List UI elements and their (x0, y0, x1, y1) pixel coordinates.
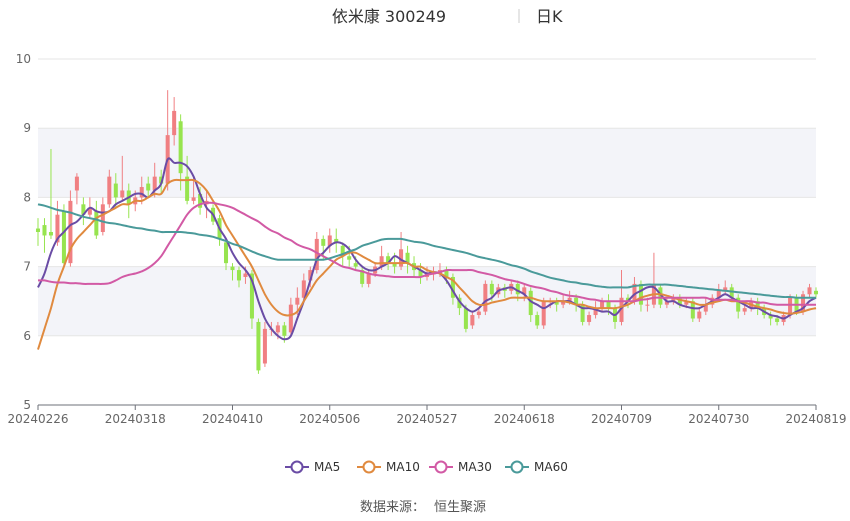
y-tick-label: 7 (23, 260, 31, 274)
y-tick-label: 10 (16, 52, 31, 66)
y-tick-label: 5 (23, 398, 31, 412)
candle (301, 273, 306, 302)
candle (470, 311, 475, 329)
candle (587, 311, 592, 326)
legend-item-ma30[interactable]: MA30 (429, 460, 492, 474)
legend-item-ma5[interactable]: MA5 (285, 460, 340, 474)
x-tick-label: 20240819 (785, 412, 846, 426)
y-tick-label: 6 (23, 329, 31, 343)
legend-label: MA10 (386, 460, 420, 474)
candle (658, 283, 663, 309)
candle (74, 173, 79, 205)
series-line-ma5 (37, 157, 817, 341)
y-tick-label: 8 (23, 190, 31, 204)
candle (535, 311, 540, 329)
candle (288, 297, 293, 336)
candle (619, 270, 624, 326)
source-provider: 恒生聚源 (434, 500, 486, 515)
candle (703, 297, 708, 316)
candle (697, 308, 702, 322)
series-line-ma60 (37, 203, 816, 299)
candle (107, 169, 112, 208)
candle (632, 276, 637, 305)
candle (230, 263, 235, 281)
x-tick-label: 20240709 (591, 412, 652, 426)
candle (68, 190, 73, 267)
candle (262, 321, 267, 367)
candle (48, 148, 53, 239)
candle (61, 204, 66, 267)
candle (723, 280, 728, 295)
candle (35, 218, 41, 246)
x-tick-label: 20240318 (105, 412, 166, 426)
candle (120, 155, 125, 201)
candle (224, 238, 229, 271)
candle (81, 197, 86, 226)
legend-label: MA30 (458, 460, 492, 474)
x-tick-label: 20240730 (688, 412, 749, 426)
candle (178, 114, 183, 191)
candle (541, 297, 546, 329)
x-tick-label: 20240527 (396, 412, 457, 426)
series-line-ma30 (37, 201, 816, 306)
legend-label: MA60 (534, 460, 568, 474)
candle (399, 232, 404, 271)
chart-period: 日K (536, 7, 563, 26)
y-axis: 5 6 7 8 9 10 (16, 52, 31, 412)
candle (386, 252, 391, 271)
candle (42, 218, 47, 253)
legend-item-ma10[interactable]: MA10 (357, 460, 420, 474)
candle (113, 173, 118, 208)
candle (256, 318, 261, 374)
x-tick-label: 20240506 (299, 412, 360, 426)
legend: MA5 MA10 MA30 MA60 (285, 460, 568, 474)
legend-label: MA5 (314, 460, 340, 474)
candle (742, 304, 747, 316)
candle (664, 297, 669, 309)
series-line-ma10 (37, 178, 817, 350)
candle (360, 266, 365, 288)
source-label: 数据来源： (360, 500, 425, 515)
x-tick-label: 20240410 (202, 412, 263, 426)
candle (139, 176, 144, 205)
x-tick-label: 20240618 (494, 412, 555, 426)
candle (172, 97, 177, 146)
candle (768, 311, 773, 326)
legend-item-ma60[interactable]: MA60 (505, 460, 568, 474)
candle (327, 228, 332, 253)
moving-average-lines (37, 157, 817, 350)
candle (146, 176, 151, 198)
candle (100, 197, 105, 236)
candle (671, 294, 676, 305)
candle (476, 308, 481, 319)
candle (528, 287, 533, 322)
x-tick-label: 20240226 (7, 412, 68, 426)
candle (457, 294, 462, 316)
candle (165, 90, 170, 191)
candle (600, 297, 605, 312)
candle (677, 294, 682, 309)
y-tick-label: 9 (23, 121, 31, 135)
candle (334, 228, 339, 253)
candle (191, 176, 196, 205)
candle (405, 245, 410, 274)
candle (736, 294, 741, 319)
candle (554, 297, 559, 312)
candle (483, 280, 488, 316)
candle (236, 266, 241, 288)
chart-title: 依米康 300249 (332, 7, 446, 26)
candle (813, 287, 819, 298)
x-axis: 20240226 20240318 20240410 20240506 20240527… (7, 404, 847, 426)
candle (807, 283, 812, 298)
